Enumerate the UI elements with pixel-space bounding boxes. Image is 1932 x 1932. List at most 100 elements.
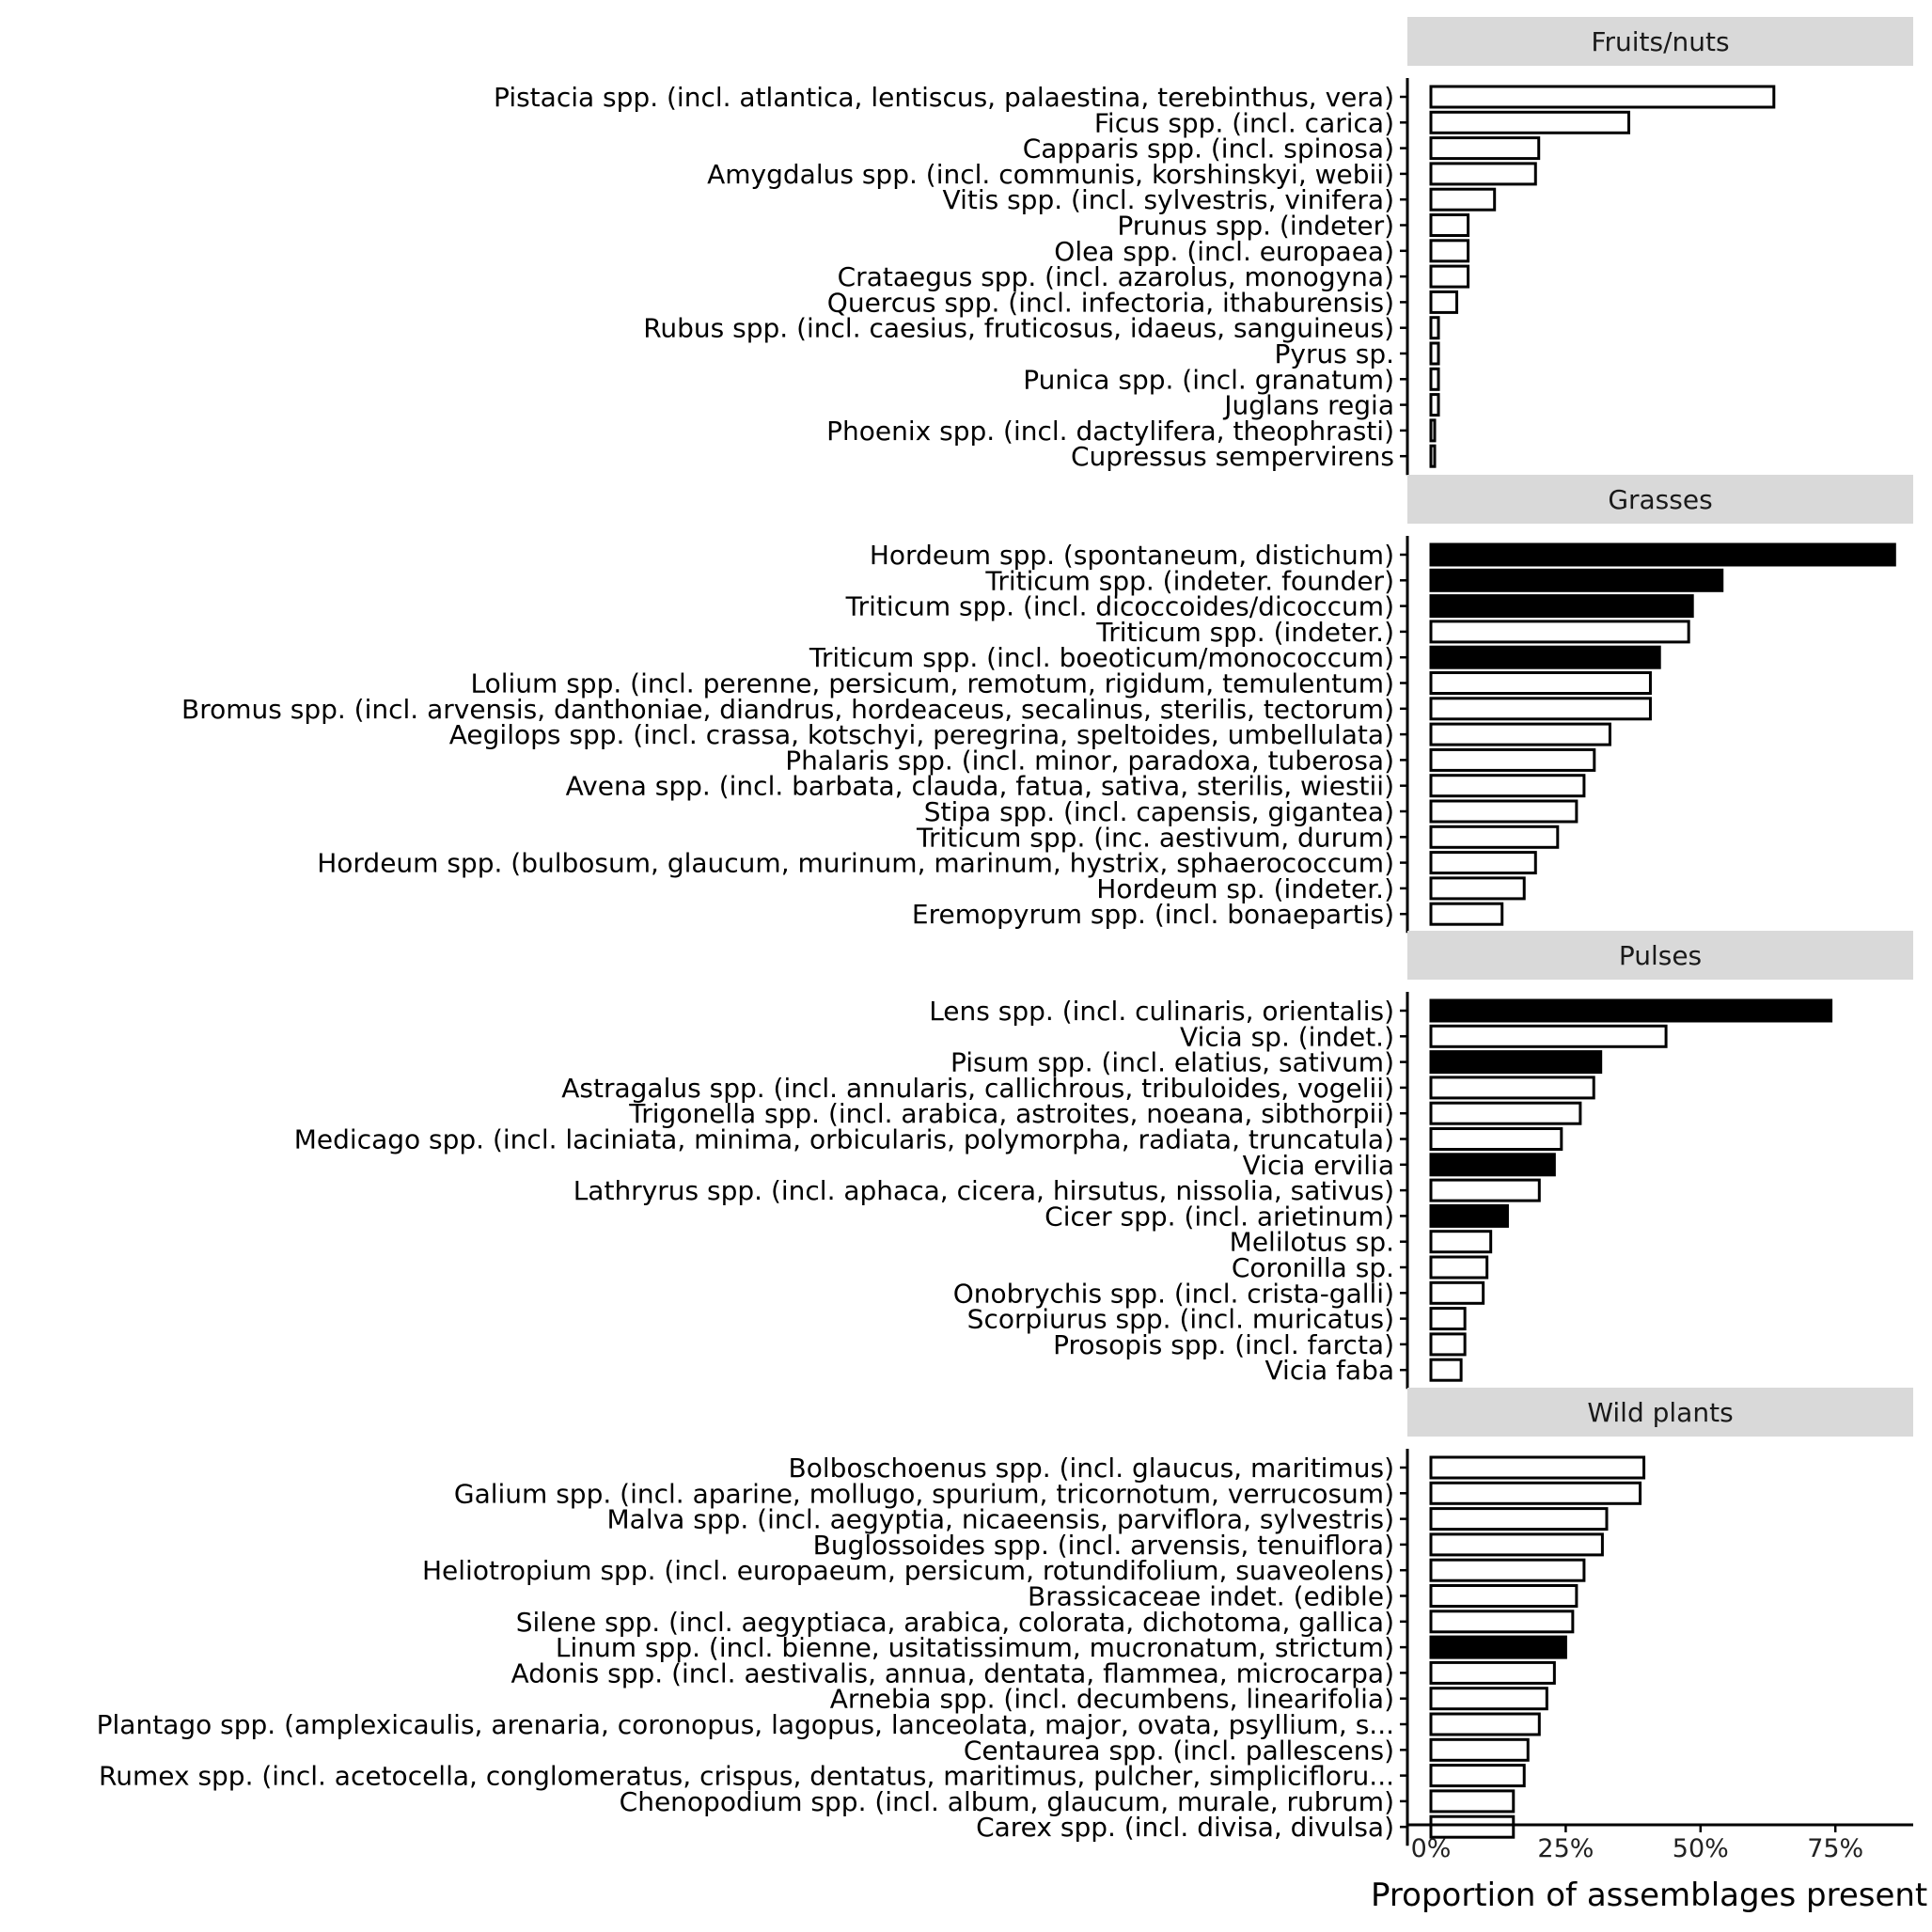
bar: [1429, 645, 1661, 669]
bar: [1429, 162, 1537, 186]
x-tick-label: 50%: [1673, 1834, 1729, 1863]
bar: [1429, 110, 1631, 134]
bar: [1429, 1101, 1582, 1125]
bar: [1429, 671, 1652, 695]
y-tick-label: Amygdalus spp. (incl. communis, korshins…: [707, 159, 1394, 190]
y-tick-label: Vitis spp. (incl. sylvestris, vinifera): [943, 184, 1394, 215]
bar: [1429, 1635, 1567, 1659]
y-tick-label: Hordeum spp. (bulbosum, glaucum, murinum…: [317, 848, 1394, 879]
panel-title: Fruits/nuts: [1591, 26, 1729, 57]
bar: [1429, 1203, 1509, 1228]
bar: [1429, 1358, 1463, 1382]
panel-title: Grasses: [1608, 484, 1712, 515]
y-tick-label: Triticum spp. (indeter. founder): [984, 565, 1394, 596]
y-tick-label: Phoenix spp. (incl. dactylifera, theophr…: [826, 416, 1394, 447]
bar: [1429, 1737, 1530, 1762]
bar: [1429, 444, 1437, 468]
bar: [1429, 1076, 1595, 1100]
bar: [1429, 998, 1833, 1023]
y-tick-label: Triticum spp. (indeter.): [1095, 617, 1394, 648]
x-tick-label: 25%: [1537, 1834, 1594, 1863]
y-tick-label: Galium spp. (incl. aparine, mollugo, spu…: [454, 1478, 1394, 1509]
bar: [1429, 1558, 1586, 1582]
bar: [1429, 1024, 1668, 1048]
bar: [1429, 722, 1611, 746]
y-tick-label: Arnebia spp. (incl. decumbens, linearifo…: [830, 1684, 1394, 1715]
y-tick-label: Vicia sp. (indet.): [1180, 1021, 1394, 1052]
bar: [1429, 341, 1440, 366]
chart-panels: Fruits/nuts Pistacia spp. (incl. atlantic…: [97, 17, 1913, 1846]
y-tick-label: Buglossoides spp. (incl. arvensis, tenui…: [813, 1530, 1394, 1561]
x-tick-label: 75%: [1807, 1834, 1863, 1863]
y-tick-label: Heliotropium spp. (incl. europaeum, pers…: [422, 1555, 1394, 1586]
y-tick-label: Pyrus sp.: [1275, 338, 1394, 369]
y-tick-label: Scorpiurus spp. (incl. muricatus): [967, 1304, 1394, 1335]
bar: [1429, 1507, 1609, 1531]
bar: [1429, 1764, 1526, 1788]
bar: [1429, 316, 1440, 340]
bar: [1429, 542, 1896, 567]
y-tick-label: Vicia ervilia: [1243, 1150, 1394, 1181]
bar: [1429, 1481, 1642, 1505]
panel-strip: [1407, 17, 1913, 66]
y-tick-label: Lens spp. (incl. culinaris, orientalis): [929, 996, 1394, 1027]
bar: [1429, 825, 1560, 849]
bar: [1429, 799, 1579, 824]
panel-strip: [1407, 1388, 1913, 1437]
y-tick-label: Adonis spp. (incl. aestivalis, annua, de…: [511, 1657, 1394, 1689]
bar: [1429, 1687, 1548, 1711]
y-tick-label: Malva spp. (incl. aegyptia, nicaeensis, …: [607, 1504, 1394, 1535]
y-tick-label: Melilotus sp.: [1230, 1227, 1394, 1258]
bar: [1429, 136, 1541, 161]
y-tick-label: Triticum spp. (incl. dicoccoides/dicoccu…: [845, 591, 1394, 622]
bar: [1429, 213, 1470, 237]
y-tick-label: Ficus spp. (incl. carica): [1094, 107, 1394, 138]
bar: [1429, 418, 1437, 443]
y-tick-label: Onobrychis spp. (incl. crista-galli): [953, 1278, 1394, 1309]
bar: [1429, 1332, 1467, 1357]
bar: [1429, 1178, 1541, 1202]
y-tick-label: Juglans regia: [1222, 390, 1394, 421]
bar: [1429, 1050, 1603, 1075]
y-tick-label: Rumex spp. (incl. acetocella, conglomera…: [99, 1761, 1394, 1792]
bar: [1429, 1280, 1485, 1305]
y-tick-label: Centaurea spp. (incl. pallescens): [964, 1735, 1394, 1766]
y-tick-label: Medicago spp. (incl. laciniata, minima, …: [294, 1124, 1394, 1155]
bar: [1429, 1532, 1604, 1557]
bar: [1429, 85, 1776, 109]
bar: [1429, 1660, 1556, 1685]
y-tick-label: Vicia faba: [1265, 1355, 1395, 1386]
y-tick-label: Aegilops spp. (incl. crassa, kotschyi, p…: [449, 719, 1394, 750]
y-tick-label: Rubus spp. (incl. caesius, fruticosus, i…: [643, 313, 1394, 344]
y-tick-label: Quercus spp. (incl. infectoria, ithabure…: [827, 287, 1394, 318]
bar: [1429, 1712, 1541, 1736]
y-tick-label: Chenopodium spp. (incl. album, glaucum, …: [620, 1786, 1394, 1817]
bar: [1429, 747, 1596, 772]
y-tick-label: Punica spp. (incl. granatum): [1023, 364, 1394, 395]
x-axis-title: Proportion of assemblages present: [1371, 1877, 1927, 1914]
panel-strip: [1407, 931, 1913, 980]
bar: [1429, 239, 1470, 263]
y-tick-label: Phalaris spp. (incl. minor, paradoxa, tu…: [785, 745, 1394, 776]
bar: [1429, 1610, 1575, 1634]
bar: [1429, 774, 1586, 798]
y-tick-label: Lolium spp. (incl. perenne, persicum, re…: [471, 668, 1395, 699]
y-tick-label: Triticum spp. (inc. aestivum, durum): [916, 822, 1394, 853]
bar: [1429, 876, 1526, 901]
x-tick-label: 0%: [1411, 1834, 1452, 1863]
y-tick-label: Crataegus spp. (incl. azarolus, monogyna…: [838, 261, 1394, 292]
bar: [1429, 1307, 1467, 1331]
bar: [1429, 1230, 1493, 1254]
y-tick-label: Eremopyrum spp. (incl. bonaepartis): [912, 899, 1394, 930]
y-tick-label: Bromus spp. (incl. arvensis, danthoniae,…: [181, 694, 1394, 725]
bar: [1429, 1127, 1563, 1151]
panel-title: Wild plants: [1587, 1397, 1733, 1428]
bar: [1429, 902, 1504, 926]
y-tick-label: Cicer spp. (incl. arietinum): [1045, 1201, 1394, 1232]
y-tick-label: Linum spp. (incl. bienne, usitatissimum,…: [556, 1632, 1394, 1663]
y-tick-label: Trigonella spp. (incl. arabica, astroite…: [628, 1098, 1394, 1129]
y-tick-label: Pisum spp. (incl. elatius, sativum): [950, 1047, 1394, 1078]
y-tick-label: Carex spp. (incl. divisa, divulsa): [976, 1812, 1394, 1843]
y-tick-label: Capparis spp. (incl. spinosa): [1023, 134, 1394, 165]
x-axis: 0% 25% 50% 75%: [1407, 1823, 1913, 1863]
